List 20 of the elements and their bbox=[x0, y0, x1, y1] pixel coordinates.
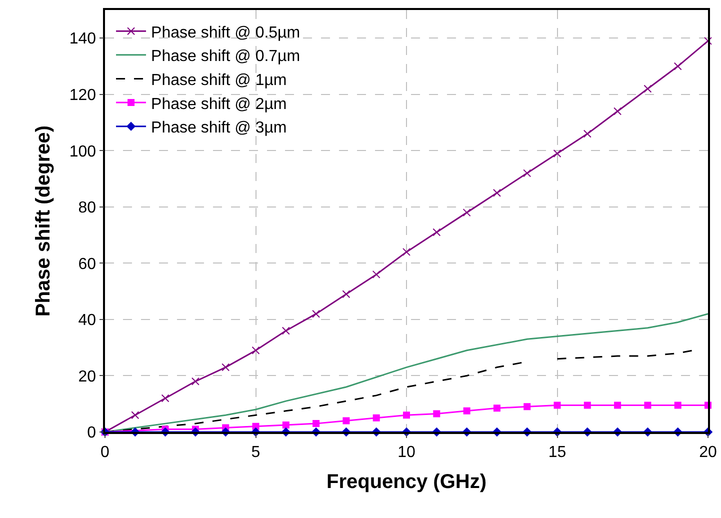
x-tick-label: 20 bbox=[699, 444, 717, 461]
legend-label: Phase shift @ 0.5µm bbox=[151, 24, 300, 42]
legend-label: Phase shift @ 3µm bbox=[151, 120, 287, 137]
x-tick-label: 0 bbox=[100, 444, 110, 461]
y-tick-label: 140 bbox=[69, 30, 96, 48]
y-tick-label: 120 bbox=[69, 87, 96, 104]
y-tick-label: 20 bbox=[78, 368, 96, 386]
y-tick-label: 100 bbox=[69, 143, 96, 160]
x-tick-label: 5 bbox=[251, 444, 260, 461]
legend-label: Phase shift @ 2µm bbox=[151, 96, 287, 113]
y-tick-label: 80 bbox=[78, 200, 96, 217]
y-tick-label: 40 bbox=[78, 312, 96, 330]
y-tick-label: 0 bbox=[87, 424, 96, 442]
y-tick-label: 60 bbox=[78, 256, 96, 273]
legend-label: Phase shift @ 1µm bbox=[151, 72, 287, 89]
x-tick-label: 10 bbox=[398, 444, 416, 461]
x-tick-label: 15 bbox=[548, 444, 566, 461]
x-axis-title: Frequency (GHz) bbox=[326, 470, 487, 493]
y-axis-title: Phase shift (degree) bbox=[32, 125, 54, 317]
legend-label: Phase shift @ 0.7µm bbox=[151, 48, 300, 66]
